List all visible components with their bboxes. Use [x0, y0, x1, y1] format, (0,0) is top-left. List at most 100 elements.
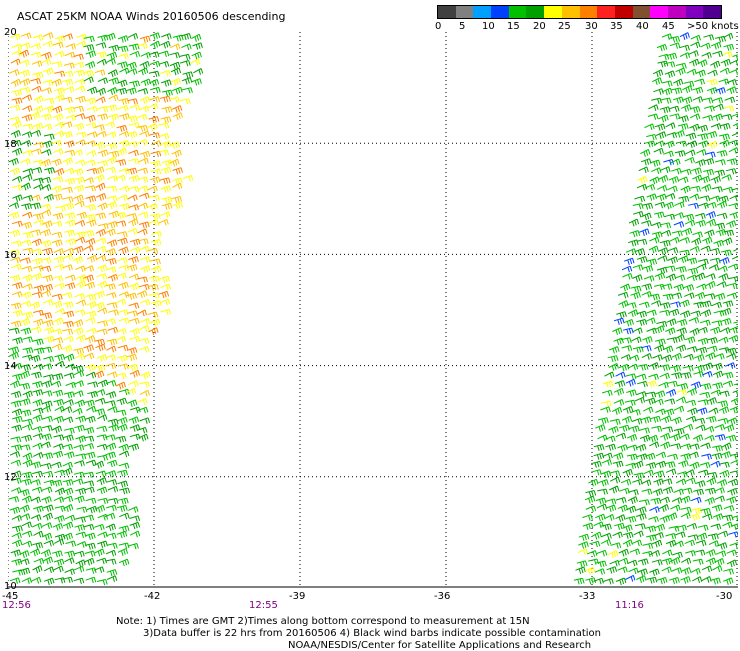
wind-barb: [22, 174, 33, 181]
wind-barb: [637, 558, 649, 566]
wind-barb: [715, 550, 727, 557]
wind-barb: [700, 245, 711, 253]
wind-barb: [33, 530, 44, 538]
wind-barb: [129, 335, 140, 343]
wind-barb: [692, 96, 703, 103]
wind-barb: [8, 157, 19, 166]
wind-barb: [639, 228, 650, 236]
wind-barb: [670, 504, 681, 512]
wind-barb: [54, 167, 65, 176]
wind-barb: [626, 433, 638, 442]
wind-barb: [126, 115, 138, 123]
wind-barb: [159, 298, 171, 306]
wind-barb: [170, 43, 181, 51]
wind-barb: [660, 222, 672, 229]
wind-barb: [117, 416, 128, 425]
wind-barb: [641, 220, 652, 227]
wind-barb: [644, 123, 655, 131]
wind-barb: [106, 201, 118, 210]
wind-barb: [30, 78, 42, 85]
wind-barb: [705, 352, 716, 360]
wind-barb: [645, 317, 656, 325]
wind-barb: [722, 186, 734, 194]
wind-barb: [65, 363, 76, 371]
wind-barb: [52, 450, 64, 459]
wind-barb: [11, 43, 23, 51]
wind-barb: [690, 185, 701, 193]
wind-barb: [639, 434, 651, 443]
wind-barb: [97, 202, 108, 211]
wind-barb: [700, 300, 712, 308]
legend-label: 5: [459, 21, 466, 32]
wind-barb: [671, 87, 683, 95]
wind-barb: [654, 123, 666, 131]
wind-barb: [706, 345, 718, 352]
wind-barb: [115, 298, 127, 306]
wind-barb: [662, 345, 674, 354]
wind-barb: [723, 505, 735, 512]
wind-barb: [684, 539, 695, 547]
wind-barb: [669, 36, 681, 43]
wind-barb: [710, 41, 722, 50]
wind-barb: [711, 320, 723, 327]
wind-barb: [11, 525, 23, 533]
wind-barb: [622, 531, 634, 539]
wind-barb: [688, 317, 700, 324]
wind-barb: [22, 311, 33, 319]
wind-barb: [669, 113, 681, 120]
wind-barb: [710, 389, 722, 397]
wind-barb: [20, 398, 31, 406]
wind-barb: [727, 488, 738, 496]
wind-barb: [83, 471, 95, 478]
lon-label: -45: [2, 591, 19, 602]
wind-barb: [105, 558, 117, 565]
wind-barb: [136, 290, 148, 298]
wind-barb: [621, 415, 633, 424]
wind-barb: [10, 459, 22, 467]
wind-barb: [12, 175, 23, 183]
wind-barb: [730, 453, 738, 460]
wind-barb: [689, 327, 700, 336]
wind-barb: [53, 434, 65, 441]
wind-barb: [52, 373, 64, 381]
wind-barb: [137, 202, 148, 210]
wind-barb: [670, 158, 681, 166]
wind-barb: [661, 283, 673, 290]
wind-barb: [97, 497, 109, 505]
wind-barb: [578, 533, 590, 542]
wind-barb: [613, 387, 625, 396]
wind-barb: [646, 576, 658, 584]
wind-barb: [105, 318, 116, 325]
wind-barb: [169, 61, 181, 70]
wind-barb: [689, 58, 700, 67]
wind-barb: [685, 477, 696, 484]
wind-barb: [10, 400, 22, 408]
wind-barb: [680, 168, 692, 176]
wind-barb: [696, 149, 707, 156]
wind-barb: [117, 363, 129, 370]
wind-barb: [61, 406, 73, 413]
wind-barb: [710, 123, 722, 130]
wind-barb: [618, 557, 629, 565]
wind-barb: [150, 40, 161, 49]
wind-barb: [128, 506, 139, 513]
wind-barb: [106, 302, 118, 309]
wind-barb: [656, 266, 668, 275]
wind-barb: [33, 363, 44, 371]
wind-barb: [680, 495, 691, 504]
wind-barb: [705, 211, 716, 219]
wind-barb: [105, 380, 117, 387]
wind-barb: [689, 123, 700, 132]
wind-barb: [41, 346, 53, 353]
wind-barb: [613, 317, 625, 325]
wind-barb: [72, 407, 83, 415]
wind-barb: [41, 140, 53, 148]
wind-barb: [52, 105, 63, 114]
wind-barb: [160, 116, 172, 124]
wind-barb: [656, 321, 668, 328]
wind-barb: [84, 281, 96, 290]
wind-barb: [138, 433, 149, 442]
wind-barb: [41, 486, 53, 494]
wind-barb: [628, 425, 640, 433]
wind-barb: [724, 362, 736, 369]
